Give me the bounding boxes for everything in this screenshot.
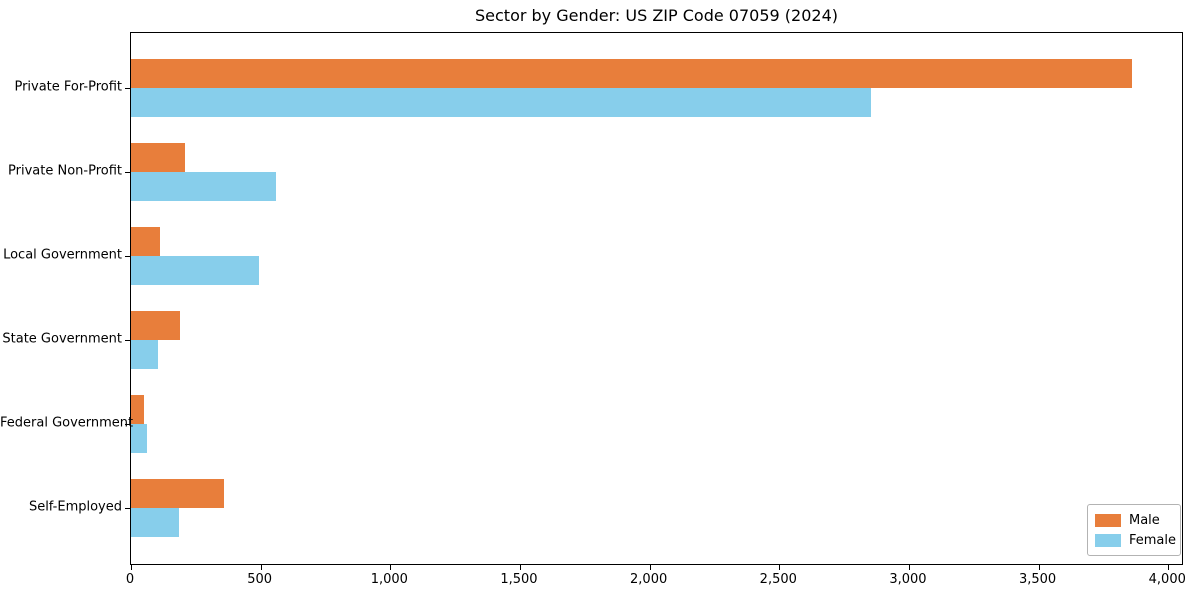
x-tick-mark xyxy=(131,565,132,570)
legend-swatch-male xyxy=(1095,513,1121,527)
y-tick-mark xyxy=(125,508,130,509)
x-tick-mark xyxy=(908,565,910,570)
chart-title: Sector by Gender: US ZIP Code 07059 (202… xyxy=(475,6,838,25)
x-tick-label: 3,000 xyxy=(889,572,927,587)
y-category-label: State Government xyxy=(2,331,122,347)
bar-female-5 xyxy=(131,424,148,453)
legend: Male Female xyxy=(1087,504,1181,556)
x-tick-label: 4,000 xyxy=(1148,572,1186,587)
bar-male-6 xyxy=(131,479,225,508)
x-tick-label: 1,500 xyxy=(500,572,538,587)
x-tick-label: 3,500 xyxy=(1018,572,1057,587)
y-category-label: Private For-Profit xyxy=(14,79,122,95)
x-tick-label: 2,500 xyxy=(759,572,797,587)
legend-item-male: Male xyxy=(1095,510,1172,530)
x-tick-label: 500 xyxy=(247,572,273,587)
bar-male-4 xyxy=(131,311,181,340)
bar-male-2 xyxy=(131,143,186,172)
x-tick-label: 2,000 xyxy=(630,572,668,587)
legend-label: Female xyxy=(1129,532,1177,548)
y-category-label: Federal Government xyxy=(0,415,134,431)
x-tick-mark xyxy=(649,565,651,570)
x-tick-mark xyxy=(390,565,392,570)
y-category-label: Private Non-Profit xyxy=(8,163,122,179)
y-tick-mark xyxy=(125,88,130,89)
y-tick-mark xyxy=(125,256,130,257)
bar-female-2 xyxy=(131,172,277,201)
y-category-label: Self-Employed xyxy=(28,499,122,515)
x-tick-mark xyxy=(1038,565,1040,570)
x-tick-label: 1,000 xyxy=(370,572,408,587)
legend-label: Male xyxy=(1129,512,1160,528)
y-tick-mark xyxy=(125,424,130,425)
y-tick-mark xyxy=(125,340,130,341)
x-tick-mark xyxy=(260,565,262,570)
bar-male-3 xyxy=(131,227,160,256)
bar-female-4 xyxy=(131,340,159,369)
x-tick-mark xyxy=(779,565,781,570)
bar-male-1 xyxy=(131,59,1132,88)
x-tick-mark xyxy=(1168,565,1170,570)
legend-swatch-female xyxy=(1095,533,1121,547)
bar-female-6 xyxy=(131,508,179,537)
x-tick-label: 0 xyxy=(125,572,135,587)
y-category-label: Local Government xyxy=(3,247,122,263)
plot-area xyxy=(125,32,1183,570)
legend-item-female: Female xyxy=(1095,530,1176,550)
bar-male-5 xyxy=(131,395,144,424)
y-tick-mark xyxy=(125,172,130,173)
x-tick-mark xyxy=(519,565,521,570)
bar-female-3 xyxy=(131,256,260,285)
bar-female-1 xyxy=(131,88,872,117)
